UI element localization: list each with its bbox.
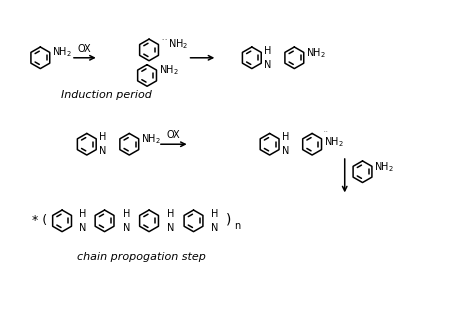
Text: OX: OX bbox=[167, 130, 181, 140]
Text: N: N bbox=[167, 223, 174, 233]
Text: Induction period: Induction period bbox=[61, 90, 152, 100]
Text: H: H bbox=[264, 46, 271, 56]
Text: $^{\cdot\cdot}$NH$_2$: $^{\cdot\cdot}$NH$_2$ bbox=[161, 37, 188, 51]
Text: NH$_2$: NH$_2$ bbox=[159, 64, 179, 78]
Text: n: n bbox=[234, 221, 240, 231]
Text: chain propogation step: chain propogation step bbox=[77, 252, 206, 262]
Text: NH$_2$: NH$_2$ bbox=[324, 135, 344, 149]
Text: N: N bbox=[99, 146, 106, 156]
Text: OX: OX bbox=[78, 44, 91, 54]
Text: NH$_2$: NH$_2$ bbox=[374, 160, 394, 174]
Text: H: H bbox=[79, 209, 87, 219]
Text: N: N bbox=[79, 223, 87, 233]
Text: H: H bbox=[210, 209, 218, 219]
Text: NH$_2$: NH$_2$ bbox=[52, 45, 72, 59]
Text: $^{\cdot\cdot}$: $^{\cdot\cdot}$ bbox=[323, 127, 329, 136]
Text: N: N bbox=[282, 146, 289, 156]
Text: H: H bbox=[282, 132, 289, 142]
Text: H: H bbox=[99, 132, 106, 142]
Text: ): ) bbox=[226, 213, 231, 227]
Text: N: N bbox=[210, 223, 218, 233]
Text: * (: * ( bbox=[32, 214, 47, 227]
Text: H: H bbox=[123, 209, 130, 219]
Text: H: H bbox=[167, 209, 174, 219]
Text: NH$_2$: NH$_2$ bbox=[141, 133, 161, 146]
Text: NH$_2$: NH$_2$ bbox=[306, 46, 326, 60]
Text: N: N bbox=[264, 60, 271, 70]
Text: N: N bbox=[123, 223, 130, 233]
